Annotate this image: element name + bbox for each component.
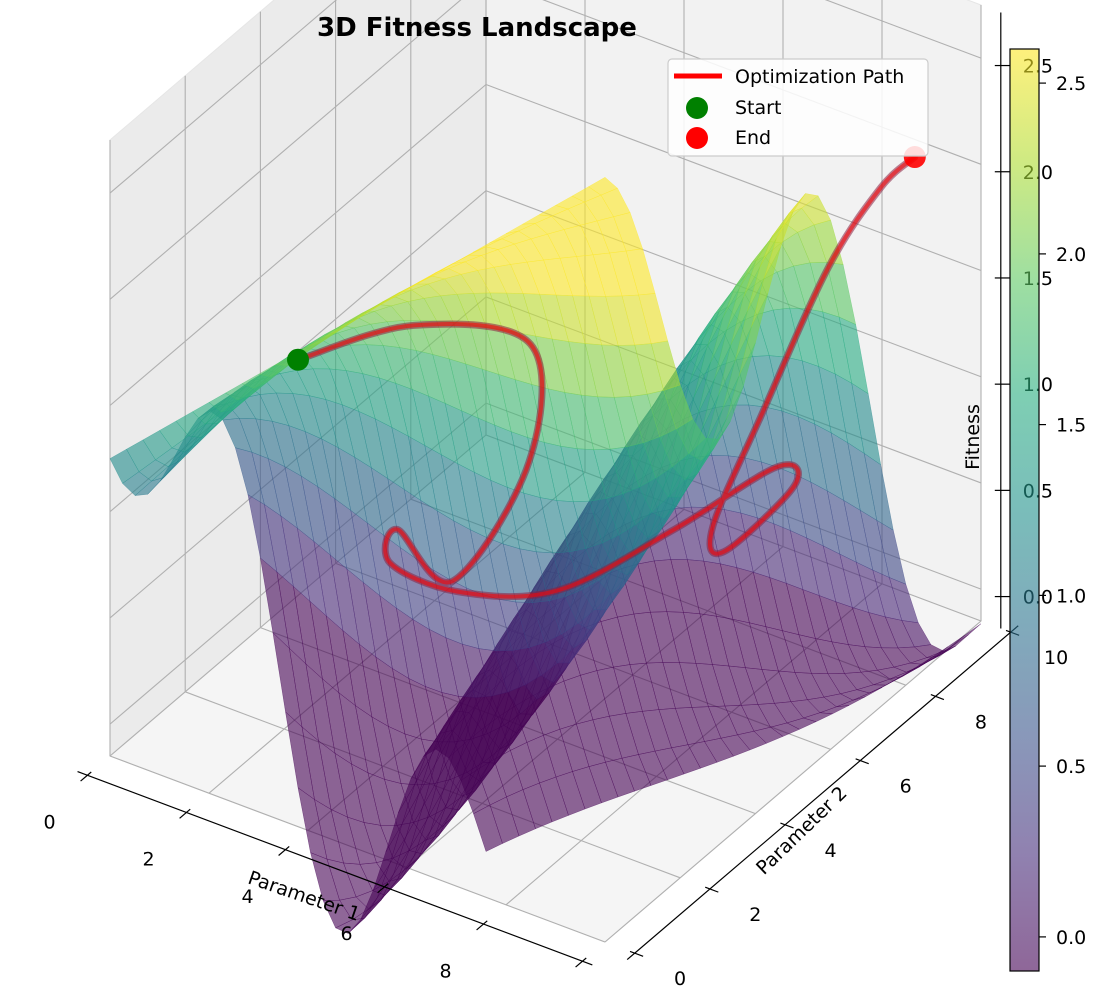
y-tick [930,694,945,701]
start-marker [287,348,309,371]
legend-path-label: Optimization Path [735,66,904,88]
colorbar-tick-label: 1.5 [1056,415,1086,437]
colorbar-gradient [1010,49,1039,971]
y-tick [629,950,644,957]
x-tick [278,845,290,856]
z-axis-label: Fitness [962,404,984,470]
colorbar-tick-label: 2.5 [1056,73,1086,95]
y-tick [855,758,869,765]
grid-line-x [604,620,982,943]
y-tick-label: 8 [975,711,987,733]
grid-line-z [824,0,982,59]
y-tick [780,822,794,829]
colorbar-tick-label: 0.0 [1056,927,1086,949]
x-tick [179,808,191,819]
x-tick-label: 0 [43,812,55,834]
legend-end-label: End [735,127,771,149]
colorbar-ticks: 0.0 0.5 1.0 1.5 2.0 2.5 [1039,73,1086,949]
y-tick-label: 6 [900,776,912,798]
x-tick [377,883,389,894]
x-tick [80,771,92,782]
colorbar: 0.0 0.5 1.0 1.5 2.0 2.5 [1009,48,1086,972]
grid-line-z [109,0,462,300]
legend-end-swatch [686,127,708,149]
x-tick-label: 6 [340,923,352,945]
y-tick [705,886,719,893]
colorbar-tick-label: 1.0 [1056,585,1086,607]
x-tick-label: 4 [241,886,253,908]
legend: Optimization Path Start End [667,58,929,157]
x-axis-line [77,770,593,966]
chart-title: 3D Fitness Landscape [317,13,637,43]
legend-frame [667,58,929,157]
legend-start-label: Start [735,97,781,119]
surface-patch [588,176,618,196]
grid-line-z [109,0,338,194]
legend-start-swatch [686,97,708,119]
fitness-surface [109,176,982,934]
y-axis-line [626,625,1019,961]
x-tick [476,920,488,931]
y-tick-label: 2 [749,904,761,926]
y-tick-label: 0 [674,968,686,988]
x-tick-label: 2 [142,849,154,871]
x-tick [575,957,587,968]
colorbar-tick-label: 2.0 [1056,244,1086,266]
y-tick-label: 10 [1044,647,1068,669]
optimization-path-line [296,155,917,599]
grid-line-z [109,84,487,406]
grid-line-z [485,84,982,272]
colorbar-tick-label: 0.5 [1056,756,1086,778]
y-tick-label: 4 [824,840,836,862]
x-tick-label: 8 [439,960,451,982]
colorbar-frame [1009,48,1040,972]
